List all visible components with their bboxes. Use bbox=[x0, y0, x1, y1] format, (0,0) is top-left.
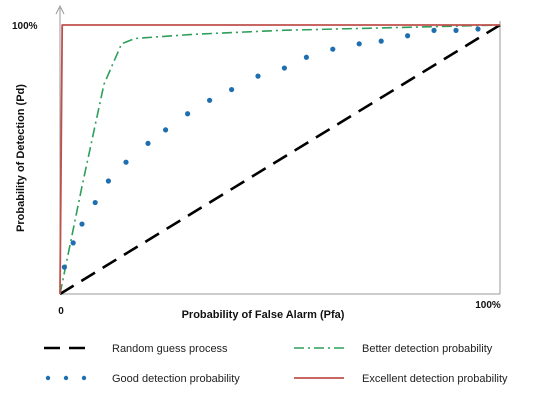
data-point bbox=[475, 26, 481, 32]
series-line-better-detection-probability bbox=[59, 24, 501, 295]
data-point bbox=[330, 46, 336, 52]
data-point bbox=[123, 159, 129, 165]
data-point bbox=[207, 97, 213, 103]
legend-label: Better detection probability bbox=[362, 343, 493, 355]
legend-item: Excellent detection probability bbox=[294, 373, 508, 385]
data-point bbox=[61, 264, 67, 270]
tick-layer: 100% 0 100% bbox=[12, 21, 501, 317]
data-point bbox=[378, 38, 384, 44]
legend-label: Random guess process bbox=[112, 343, 228, 355]
legend-marker bbox=[81, 375, 87, 381]
series-line-random-guess-process bbox=[59, 23, 501, 296]
data-point bbox=[145, 140, 151, 146]
x-tick-label: 0 bbox=[58, 306, 64, 317]
legend: Random guess process Better detection pro… bbox=[44, 343, 508, 385]
data-point bbox=[79, 221, 85, 227]
series-line-excellent-detection-probability bbox=[59, 24, 500, 295]
data-point bbox=[163, 127, 169, 133]
data-point bbox=[405, 33, 411, 39]
y-axis-arrow bbox=[55, 4, 65, 15]
legend-marker bbox=[63, 375, 69, 381]
data-point bbox=[105, 178, 111, 184]
data-point bbox=[356, 41, 362, 47]
legend-marker bbox=[45, 375, 51, 381]
data-point bbox=[303, 54, 309, 60]
data-point bbox=[185, 111, 191, 117]
x-axis-label: Probability of False Alarm (Pfa) bbox=[182, 309, 345, 321]
data-point bbox=[453, 27, 459, 33]
data-point bbox=[229, 86, 235, 93]
series-good-detection-probability bbox=[61, 26, 481, 270]
data-point bbox=[431, 27, 437, 33]
series-layer bbox=[59, 23, 501, 296]
legend-label: Good detection probability bbox=[112, 373, 240, 385]
y-axis-label: Probability of Detection (Pd) bbox=[15, 84, 27, 232]
data-point bbox=[92, 199, 98, 206]
data-point bbox=[255, 73, 261, 79]
data-point bbox=[70, 240, 76, 246]
legend-label: Excellent detection probability bbox=[362, 373, 508, 385]
legend-item: Better detection probability bbox=[294, 343, 493, 355]
legend-item: Random guess process bbox=[44, 343, 228, 355]
plot-axes bbox=[55, 4, 501, 295]
x-tick-label: 100% bbox=[475, 300, 501, 311]
legend-item: Good detection probability bbox=[45, 373, 240, 385]
data-point bbox=[281, 65, 287, 71]
y-tick-label: 100% bbox=[12, 21, 38, 32]
